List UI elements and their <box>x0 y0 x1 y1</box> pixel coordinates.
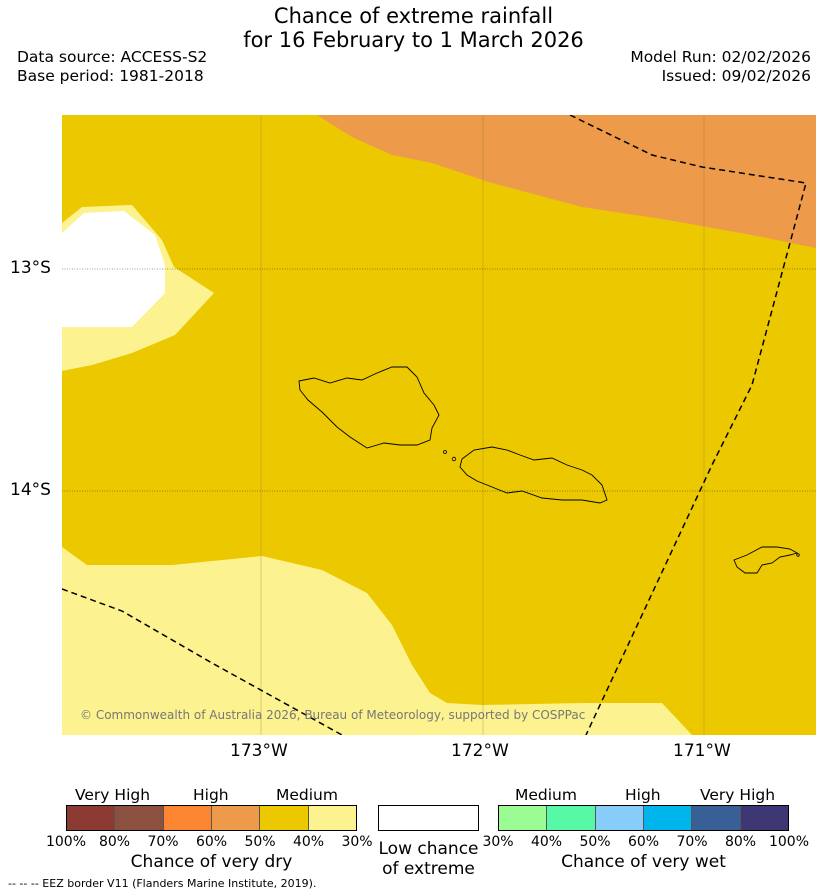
graticule <box>260 115 705 735</box>
dry-tick-label: 30% <box>341 834 373 850</box>
dry-swatch <box>67 806 116 830</box>
wet-tick-label: 80% <box>724 834 757 850</box>
wet-tick-label: 70% <box>676 834 708 850</box>
low-chance-line2: of extreme <box>382 859 475 879</box>
dry-category-high: High <box>193 786 229 804</box>
islet <box>796 553 800 557</box>
wet-colorbar <box>498 805 789 831</box>
eez-border <box>62 115 807 735</box>
wet-swatch <box>595 806 644 830</box>
wet-swatch <box>692 806 741 830</box>
lon-label-171w: 171°W <box>673 741 731 761</box>
pale-dry-region-lower <box>62 547 692 735</box>
eez-footnote: -- -- -- EEZ border V11 (Flanders Marine… <box>8 877 317 890</box>
dry-swatch <box>115 806 164 830</box>
dry-category-very-high: Very High <box>75 786 151 804</box>
wet-swatch <box>499 806 548 830</box>
model-run-text: Model Run: 02/02/2026 <box>630 48 811 66</box>
dry-swatch <box>260 806 309 830</box>
tutuila-island <box>733 546 799 574</box>
wet-category-very-high: Very High <box>700 786 776 804</box>
dry-swatch <box>308 806 356 830</box>
wet-tick-label: 50% <box>579 834 611 850</box>
islet <box>443 450 447 454</box>
data-source-text: Data source: ACCESS-S2 <box>17 48 208 66</box>
low-chance-swatch <box>378 805 479 831</box>
dry-tick-label: 40% <box>292 834 325 850</box>
lon-label-172w: 172°W <box>451 741 509 761</box>
dry-category-medium: Medium <box>276 786 338 804</box>
map-title-line1: Chance of extreme rainfall <box>273 4 554 28</box>
dry-swatch <box>163 806 212 830</box>
dry-tick-label: 50% <box>244 834 276 850</box>
wet-tick-label: 40% <box>530 834 563 850</box>
map-title-line2: for 16 February to 1 March 2026 <box>243 28 584 52</box>
wet-category-high: High <box>625 786 661 804</box>
wet-legend-title: Chance of very wet <box>561 852 726 872</box>
base-period-text: Base period: 1981-2018 <box>17 67 204 85</box>
low-chance-line1: Low chance <box>378 839 479 859</box>
lon-label-173w: 173°W <box>230 741 288 761</box>
wet-tick-label: 100% <box>768 834 810 850</box>
dry-legend-title: Chance of very dry <box>130 852 293 872</box>
islet <box>451 456 457 462</box>
dry-colorbar <box>66 805 357 831</box>
low-chance-region <box>62 211 165 327</box>
high-dry-region <box>317 115 816 248</box>
dry-tick-label: 80% <box>98 834 131 850</box>
wet-category-medium: Medium <box>515 786 577 804</box>
wet-tick-label: 30% <box>482 834 514 850</box>
dry-tick-label: 60% <box>195 834 228 850</box>
rainfall-map: © Commonwealth of Australia 2026, Bureau… <box>62 115 816 735</box>
issued-text: Issued: 09/02/2026 <box>661 67 811 85</box>
dry-swatch <box>211 806 261 830</box>
wet-swatch <box>547 806 596 830</box>
wet-swatch <box>740 806 788 830</box>
copyright-text: © Commonwealth of Australia 2026, Bureau… <box>80 708 585 722</box>
lat-label-13s: 13°S <box>10 258 51 278</box>
dry-tick-label: 70% <box>147 834 179 850</box>
wet-tick-label: 60% <box>627 834 660 850</box>
savaii-island <box>298 366 440 449</box>
dry-tick-label: 100% <box>45 834 87 850</box>
upolu-island <box>459 446 608 504</box>
lat-label-14s: 14°S <box>10 480 51 500</box>
wet-swatch <box>643 806 693 830</box>
